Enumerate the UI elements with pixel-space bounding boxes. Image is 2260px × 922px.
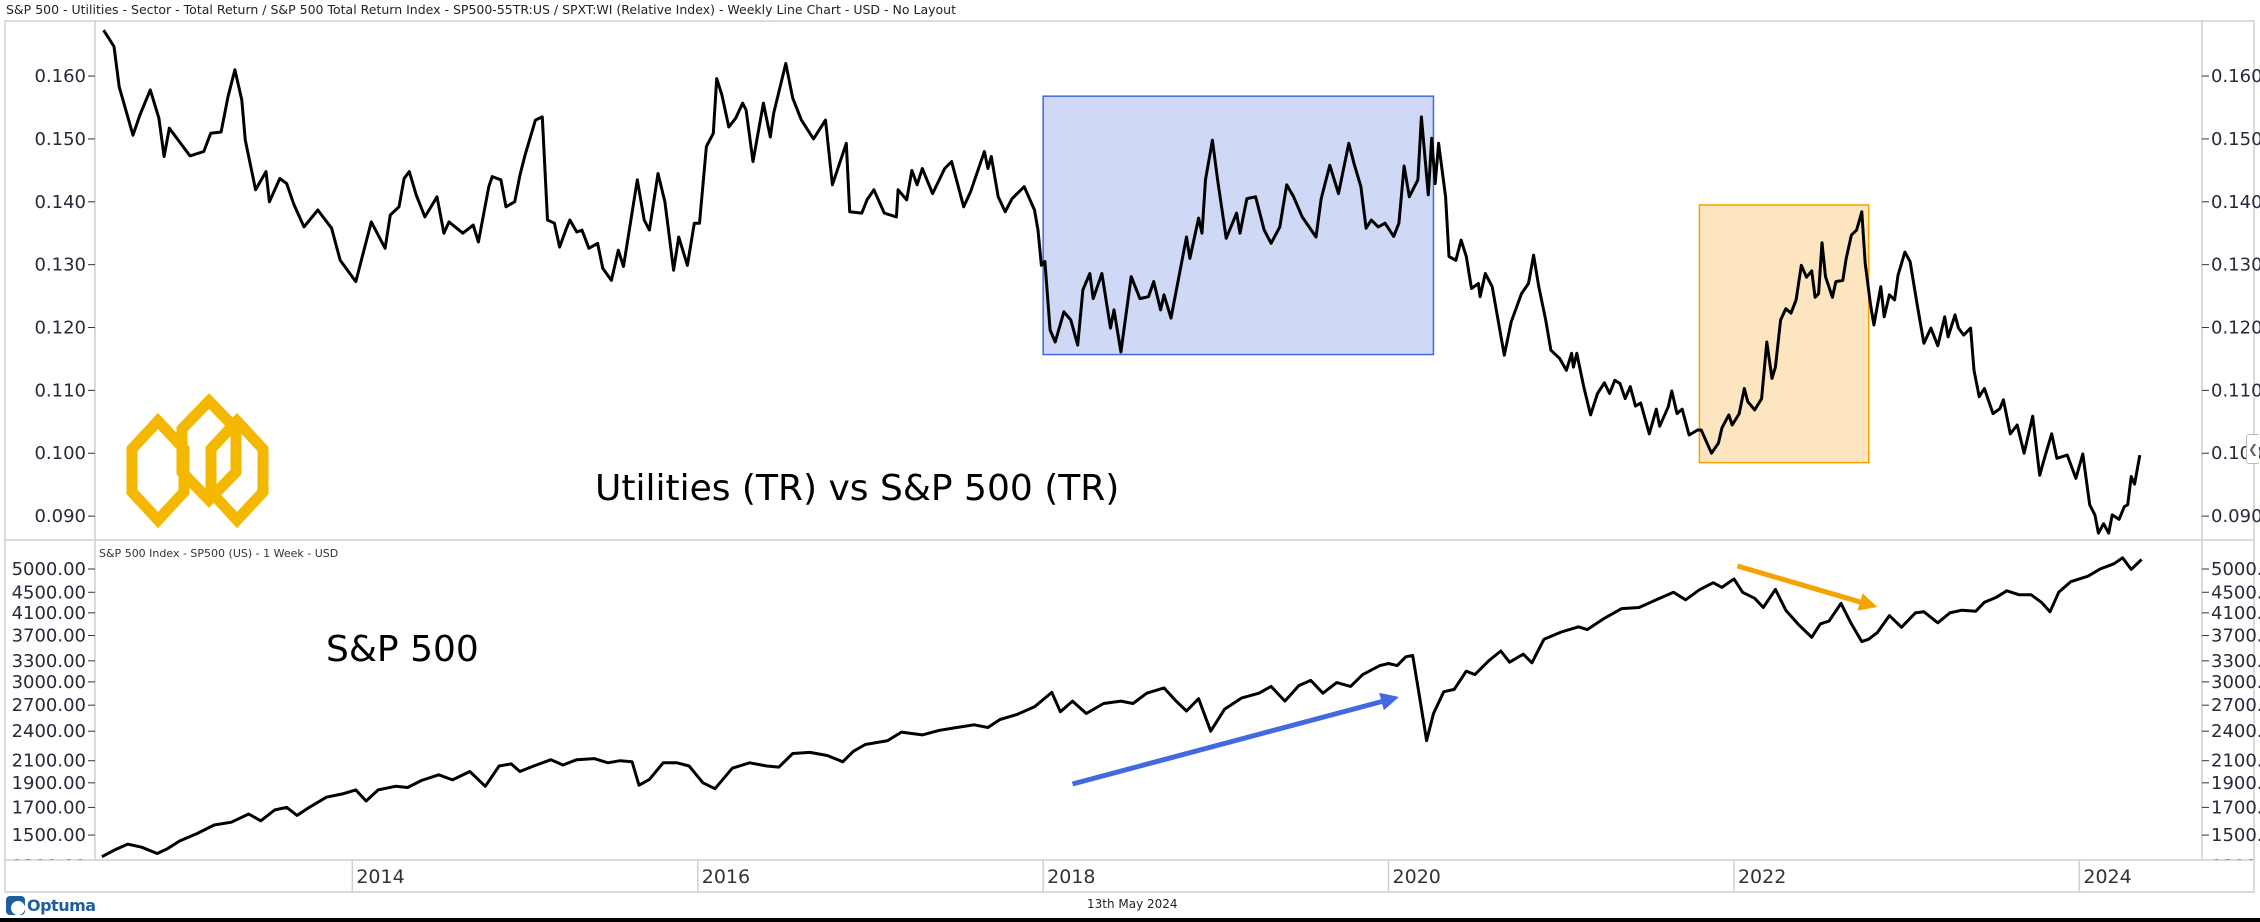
x-axis-year-label: 2014 [356, 866, 404, 888]
optuma-logo: Optuma [6, 896, 96, 915]
sp500-y-left-tick-label: 3700.00 [12, 626, 86, 647]
relative-index-y-right-tick-label: 0.140 [2211, 192, 2260, 213]
x-axis: 2014 2016 2018 2020 2022 2024 [351, 860, 2132, 892]
x-axis-year-label: 2022 [1738, 866, 1786, 888]
relative-index-y-left-tick-label: 0.120 [34, 318, 86, 339]
sp500-y-right-tick-label: 3300.00 [2211, 651, 2260, 672]
relative-index-y-right-tick-label: 0.160 [2211, 66, 2260, 87]
sp500-y-right-tick-label: 3700.00 [2211, 626, 2260, 647]
sp500-line [101, 556, 2143, 859]
relative-index-y-right-tick-label: 0.130 [2211, 255, 2260, 276]
relative-index-y-left-tick-label: 0.090 [34, 506, 86, 527]
x-axis-year-label: 2016 [702, 866, 750, 888]
chevron-left-icon: ❮ [2247, 442, 2259, 456]
footer-date: 13th May 2024 [1087, 897, 1178, 911]
orange-arrow-head [1857, 593, 1878, 611]
sp500-y-right-tick-label: 1900.00 [2211, 773, 2260, 794]
sp500-y-left-tick-label: 1500.00 [12, 825, 86, 846]
relative-index-y-left-tick-label: 0.150 [34, 129, 86, 150]
chart-title-bar: S&P 500 - Utilities - Sector - Total Ret… [6, 2, 956, 17]
x-axis-year-label: 2020 [1393, 866, 1441, 888]
sp500-y-left-tick-label: 1300.00 [12, 857, 86, 878]
relative-index-line [102, 29, 2142, 535]
relative-index-y-left-tick-label: 0.100 [34, 443, 86, 464]
relative-index-y-right-tick-label: 0.090 [2211, 506, 2260, 527]
sp500-y-left-tick-label: 5000.00 [12, 559, 86, 580]
sp500-y-right-tick-label: 5000.00 [2211, 559, 2260, 580]
relative-index-y-right-tick-label: 0.150 [2211, 129, 2260, 150]
relative-index-panel [102, 29, 2142, 535]
blue-arrow-shaft [1071, 699, 1383, 787]
relative-index-y-left-tick-label: 0.110 [34, 380, 86, 401]
optuma-wordmark: Optuma [27, 896, 96, 915]
sp500-y-left-tick-label: 2700.00 [12, 695, 86, 716]
sp500-y-right-tick-label: 2400.00 [2211, 721, 2260, 742]
bottom-bar [0, 918, 2260, 922]
x-axis-year-label: 2018 [1047, 866, 1095, 888]
sp500-y-left-tick-label: 4100.00 [12, 603, 86, 624]
sp500-y-left-tick-label: 3000.00 [12, 672, 86, 693]
orange-arrow-shaft [1736, 563, 1861, 605]
relative-index-y-left-tick-label: 0.160 [34, 66, 86, 87]
blue-arrow-head [1379, 692, 1399, 711]
sp500-y-left-tick-label: 2100.00 [12, 751, 86, 772]
relative-index-y-left-tick-label: 0.140 [34, 192, 86, 213]
trend-arrows [1071, 563, 1878, 787]
relative-index-y-right-tick-label: 0.110 [2211, 380, 2260, 401]
sp500-panel [101, 556, 2143, 859]
relative-index-y-axes: 0.160 0.160 0.150 0.150 0.140 0.140 0.130 0.130… [34, 66, 2260, 527]
relative-index-y-right-tick-label: 0.120 [2211, 318, 2260, 339]
collapse-panel-button[interactable]: ❮ [2246, 434, 2259, 464]
sp500-y-axes: 5000.005000.004500.004500.004100.004100.… [12, 559, 2260, 878]
optuma-mark-icon [6, 896, 25, 915]
brand-logo [126, 393, 269, 529]
sp500-y-left-tick-label: 3300.00 [12, 651, 86, 672]
sp500-y-right-tick-label: 4500.00 [2211, 582, 2260, 603]
sp500-annotation-title: S&P 500 [326, 629, 479, 670]
relative-index-y-left-tick-label: 0.130 [34, 255, 86, 276]
highlight-boxes [1042, 95, 1870, 464]
sp500-y-right-tick-label: 1500.00 [2211, 825, 2260, 846]
relative-chart-annotation-title: Utilities (TR) vs S&P 500 (TR) [595, 468, 1119, 509]
sp500-y-left-tick-label: 4500.00 [12, 582, 86, 603]
sp500-y-right-tick-label: 2700.00 [2211, 695, 2260, 716]
x-axis-year-label: 2024 [2083, 866, 2131, 888]
sp500-y-right-tick-label: 2100.00 [2211, 751, 2260, 772]
sp500-y-right-tick-label: 3000.00 [2211, 672, 2260, 693]
sp500-y-left-tick-label: 1700.00 [12, 797, 86, 818]
sp500-y-right-tick-label: 1700.00 [2211, 797, 2260, 818]
sp500-panel-label: S&P 500 Index - SP500 (US) - 1 Week - US… [99, 547, 338, 560]
sp500-y-left-tick-label: 2400.00 [12, 721, 86, 742]
sp500-y-right-tick-label: 4100.00 [2211, 603, 2260, 624]
sp500-y-left-tick-label: 1900.00 [12, 773, 86, 794]
sp500-y-right-tick-label: 1300.00 [2211, 857, 2260, 878]
